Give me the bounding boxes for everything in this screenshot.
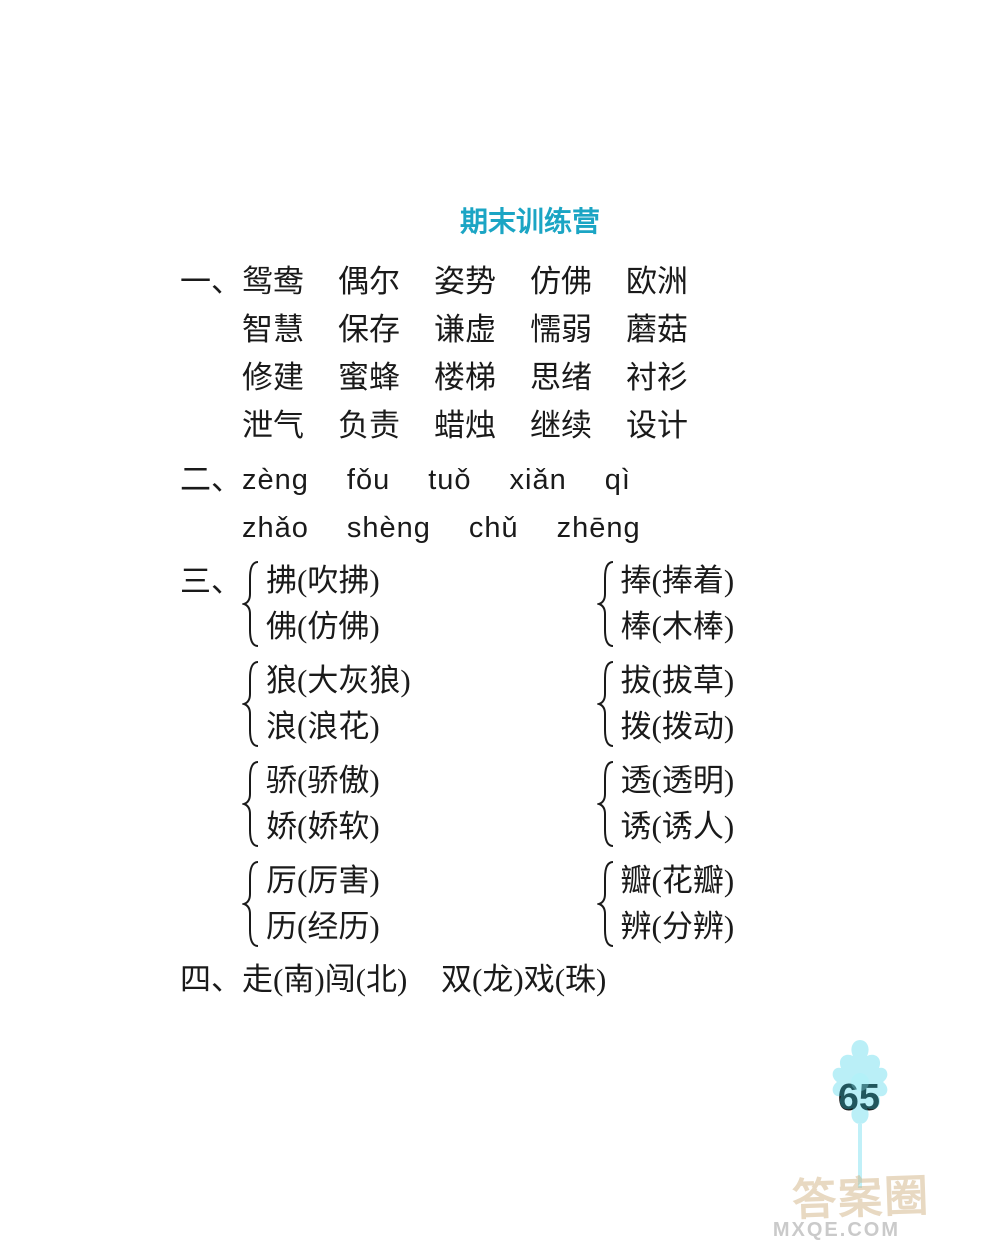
pair-top: 瓣(花瓣) [621,858,735,904]
pair-bottom: 拨(拨动) [621,704,735,750]
pair-lines: 厉(厉害)历(经历) [266,858,380,950]
section-one: 一、 鸳鸯 偶尔 姿势 仿佛 欧洲 智慧 保存 谦虚 懦弱 蘑菇 修建 蜜蜂 楼… [180,258,880,450]
pinyin: chǔ [469,504,519,552]
pinyin: shèng [347,504,431,552]
pair-top: 狼(大灰狼) [266,658,411,704]
pair-lines: 捧(捧着)棒(木棒) [621,558,735,650]
section-three-label: 三、 [180,558,242,606]
pinyin: zhēng [557,504,641,552]
section-two-content: zèng fǒu tuǒ xiǎn qì zhǎo shèng chǔ zhēn… [242,456,880,552]
pair-bottom: 历(经历) [266,904,380,950]
pair-bottom: 辨(分辨) [621,904,735,950]
word-row: 泄气 负责 蜡烛 继续 设计 [242,402,880,450]
curly-bracket-icon [242,658,262,750]
curly-bracket-icon [597,858,617,950]
word: 仿佛 [530,258,592,306]
word: 智慧 [242,306,304,354]
word: 蜜蜂 [338,354,400,402]
pair-bottom: 佛(仿佛) [266,604,380,650]
word: 懦弱 [530,306,592,354]
char-pair-block: 捧(捧着)棒(木棒) [597,558,881,650]
pinyin-row: zèng fǒu tuǒ xiǎn qì [242,456,880,504]
char-pair-block: 骄(骄傲)娇(娇软) [242,758,557,850]
pinyin: fǒu [347,456,390,504]
curly-bracket-icon [597,658,617,750]
page-title: 期末训练营 [180,200,880,240]
word: 欧洲 [626,258,688,306]
watermark-url: MXQE.COM [773,1219,900,1242]
page-content: 期末训练营 一、 鸳鸯 偶尔 姿势 仿佛 欧洲 智慧 保存 谦虚 懦弱 蘑菇 修… [0,0,1000,1004]
pair-top: 捧(捧着) [621,558,735,604]
pinyin: tuǒ [428,456,471,504]
word: 继续 [530,402,592,450]
pinyin: xiǎn [510,456,567,504]
section-four-content: 走(南)闯(北) 双(龙)戏(珠) [242,956,880,1004]
word-row: 智慧 保存 谦虚 懦弱 蘑菇 [242,306,880,354]
word: 偶尔 [338,258,400,306]
pair-top: 骄(骄傲) [266,758,380,804]
word: 衬衫 [626,354,688,402]
pair-top: 拔(拔草) [621,658,735,704]
section-two-label: 二、 [180,456,242,504]
section-one-content: 鸳鸯 偶尔 姿势 仿佛 欧洲 智慧 保存 谦虚 懦弱 蘑菇 修建 蜜蜂 楼梯 思… [242,258,880,450]
section-three: 三、 拂(吹拂)佛(仿佛) 捧(捧着)棒(木棒) 狼(大灰狼)浪(浪花) 拔(拔草)拨… [180,558,880,950]
section-four: 四、 走(南)闯(北) 双(龙)戏(珠) [180,956,880,1004]
word-row: 鸳鸯 偶尔 姿势 仿佛 欧洲 [242,258,880,306]
section-four-label: 四、 [180,956,242,1004]
curly-bracket-icon [242,558,262,650]
idiom: 走(南)闯(北) [242,962,407,997]
pair-lines: 狼(大灰狼)浪(浪花) [266,658,411,750]
word-row: 修建 蜜蜂 楼梯 思绪 衬衫 [242,354,880,402]
word: 泄气 [242,402,304,450]
curly-bracket-icon [597,558,617,650]
word: 负责 [338,402,400,450]
pair-top: 拂(吹拂) [266,558,380,604]
pair-bottom: 娇(娇软) [266,804,380,850]
pair-top: 厉(厉害) [266,858,380,904]
pair-lines: 拔(拔草)拨(拨动) [621,658,735,750]
pair-lines: 透(透明)诱(诱人) [621,758,735,850]
char-pair-block: 拔(拔草)拨(拨动) [597,658,881,750]
char-pair-block: 狼(大灰狼)浪(浪花) [242,658,557,750]
curly-bracket-icon [242,758,262,850]
word: 蜡烛 [434,402,496,450]
pair-lines: 瓣(花瓣)辨(分辨) [621,858,735,950]
pair-top: 透(透明) [621,758,735,804]
section-two: 二、 zèng fǒu tuǒ xiǎn qì zhǎo shèng chǔ z… [180,456,880,552]
word: 保存 [338,306,400,354]
idiom: 双(龙)戏(珠) [441,962,606,997]
pair-lines: 拂(吹拂)佛(仿佛) [266,558,380,650]
char-pair-block: 厉(厉害)历(经历) [242,858,557,950]
pinyin: zhǎo [242,504,309,552]
word: 楼梯 [434,354,496,402]
curly-bracket-icon [597,758,617,850]
word: 修建 [242,354,304,402]
pair-bottom: 棒(木棒) [621,604,735,650]
word: 谦虚 [434,306,496,354]
word: 姿势 [434,258,496,306]
word: 设计 [626,402,688,450]
curly-bracket-icon [242,858,262,950]
word: 鸳鸯 [242,258,304,306]
char-pair-block: 拂(吹拂)佛(仿佛) [242,558,557,650]
pinyin: qì [605,456,631,504]
section-three-content: 拂(吹拂)佛(仿佛) 捧(捧着)棒(木棒) 狼(大灰狼)浪(浪花) 拔(拔草)拨(拨动… [242,558,880,950]
pinyin: zèng [242,456,309,504]
word: 蘑菇 [626,306,688,354]
pair-grid: 拂(吹拂)佛(仿佛) 捧(捧着)棒(木棒) 狼(大灰狼)浪(浪花) 拔(拔草)拨(拨动… [242,558,880,950]
word: 思绪 [530,354,592,402]
pair-bottom: 浪(浪花) [266,704,411,750]
char-pair-block: 瓣(花瓣)辨(分辨) [597,858,881,950]
char-pair-block: 透(透明)诱(诱人) [597,758,881,850]
pinyin-row: zhǎo shèng chǔ zhēng [242,504,880,552]
pair-lines: 骄(骄傲)娇(娇软) [266,758,380,850]
section-one-label: 一、 [180,258,242,306]
pair-bottom: 诱(诱人) [621,804,735,850]
